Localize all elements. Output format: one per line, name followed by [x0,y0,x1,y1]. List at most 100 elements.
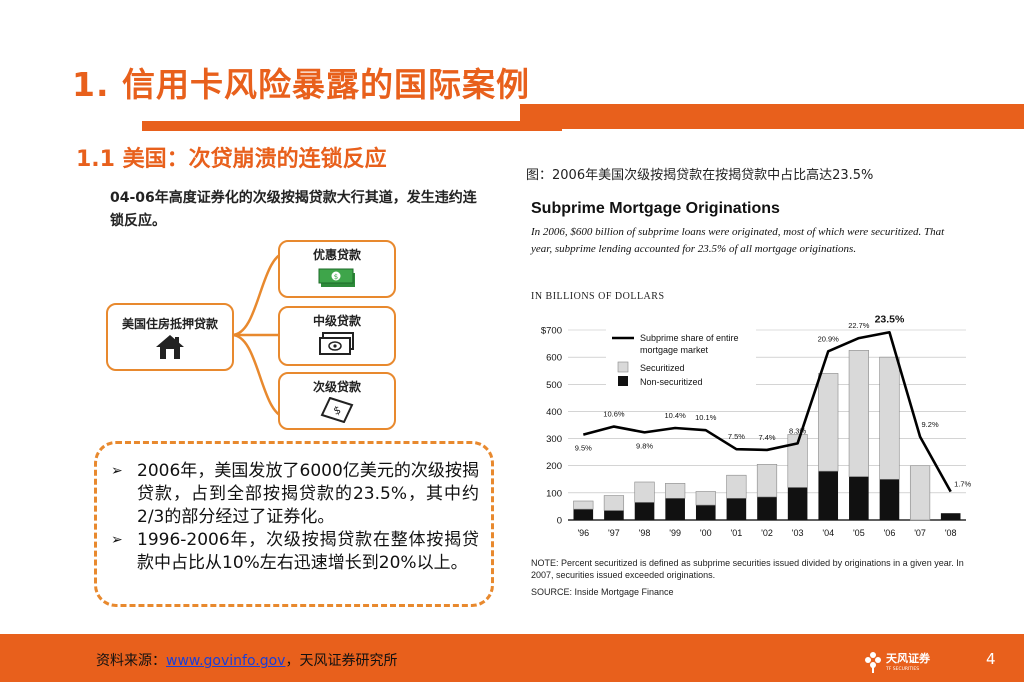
slide-title: 1. 信用卡风险暴露的国际案例 [72,65,530,104]
bar-non-securitized [573,509,594,520]
share-data-label: 23.5% [875,313,905,325]
node-root-label: 美国住房抵押贷款 [121,317,218,331]
bar-securitized [818,373,839,472]
chart-note: NOTE: Percent securitized is defined as … [531,558,964,580]
share-data-label: 9.8% [636,441,653,450]
arrow-bullet-icon: ➢ [111,532,123,548]
x-tick-label: '08 [945,528,957,538]
bar-non-securitized [634,502,655,520]
footer-bar [0,634,1024,682]
x-tick-label: '98 [639,528,651,538]
bar-securitized [665,483,686,499]
share-data-label: 7.4% [758,433,775,442]
y-tick-label: 600 [546,353,562,364]
x-tick-label: '06 [884,528,896,538]
lead-text: 04-06年高度证券化的次级按揭贷款大行其道，发生违约连锁反应。 [110,190,477,229]
logo-flower-icon [865,652,881,673]
title-underline [142,121,562,131]
legend-label-share: Subprime share of entire [640,333,739,343]
footer-source-prefix: 资料来源： [96,653,166,669]
x-tick-label: '07 [914,528,926,538]
footer-source-suffix: ，天风证券研究所 [285,653,398,669]
key-points-callout: ➢ 2006年，美国发放了6000亿美元的次级按揭贷款，占到全部按揭贷款的23.… [94,441,494,607]
section-heading: 1.1 美国：次贷崩溃的连锁反应 [76,147,387,172]
cash-stack-icon: $ [318,268,355,287]
y-tick-label: 300 [546,434,562,445]
bar-securitized [634,481,655,503]
x-tick-label: '00 [700,528,712,538]
x-tick-label: '05 [853,528,865,538]
bar-securitized [726,474,747,499]
node-subprime-loan: 次级贷款 $ [278,372,396,430]
chart-unit-label: IN BILLIONS OF DOLLARS [531,291,665,302]
share-data-label: 1.7% [954,480,971,489]
node-root-mortgage: 美国住房抵押贷款 [106,303,234,371]
bar-securitized [879,356,900,480]
x-tick-label: '01 [731,528,743,538]
node-prime-label: 优惠贷款 [312,248,361,262]
y-tick-label: 400 [546,407,562,418]
y-tick-label: 200 [546,461,562,472]
bar-securitized [848,350,869,477]
legend-swatch-non-securitized [618,376,628,386]
bar-securitized [756,464,778,498]
x-tick-label: '03 [792,528,804,538]
bar-securitized [787,434,808,488]
node-prime-loan: 优惠贷款 $ [278,240,396,298]
callout-item: ➢ 1996-2006年，次级按揭贷款在整体按揭贷款中占比从10%左右迅速增长到… [111,529,479,575]
tf-securities-logo: 天风证券 TF SECURITIES [865,651,931,673]
chart-title: Subprime Mortgage Originations [531,200,780,217]
bar-non-securitized [787,487,808,520]
chart-subtitle: In 2006, $600 billion of subprime loans … [531,226,945,255]
svg-text:$: $ [332,403,343,418]
bar-non-securitized [879,479,900,520]
arrow-bullet-icon: ➢ [111,463,123,479]
bill-icon: $ [320,397,354,423]
legend-label-share: mortgage market [640,345,709,355]
x-tick-label: '99 [669,528,681,538]
legend-label-securitized: Securitized [640,363,685,373]
logo-subtext: TF SECURITIES [885,666,919,672]
banknotes-icon [319,332,354,355]
logo-text: 天风证券 [886,651,931,665]
y-tick-label: 500 [546,380,562,391]
subprime-chart: $700 600 500 400 300 200 100 0 '96 '97 '98 '99 '00 '0… [541,313,972,538]
legend-label-non-securitized: Non-securitized [640,377,703,387]
share-data-label: 10.6% [603,410,625,419]
page-number: 4 [986,650,996,668]
callout-item: ➢ 2006年，美国发放了6000亿美元的次级按揭贷款，占到全部按揭贷款的23.… [111,460,479,529]
share-data-label: 20.9% [818,334,840,343]
chart-source: SOURCE: Inside Mortgage Finance [531,587,674,597]
node-alt-a-loan: 中级贷款 [278,306,396,366]
bar-non-securitized [818,471,839,520]
share-data-label: 8.3% [789,426,806,435]
bar-securitized [909,465,931,521]
source-link[interactable]: www.govinfo.gov [166,653,286,669]
share-data-label: 10.1% [695,413,717,422]
node-subprime-label: 次级贷款 [312,380,361,394]
x-tick-label: '02 [761,528,773,538]
bar-non-securitized [849,476,869,520]
callout-item-text: 1996-2006年，次级按揭贷款在整体按揭贷款中占比从10%左右迅速增长到20… [137,530,479,573]
share-data-label: 10.4% [665,411,687,420]
bar-non-securitized [604,510,624,520]
share-data-label: 22.7% [848,321,870,330]
node-alt-a-label: 中级贷款 [312,314,361,328]
share-data-label: 9.5% [575,444,592,453]
bar-non-securitized [665,498,685,520]
share-line [582,330,952,493]
bar-non-securitized [726,498,747,520]
y-tick-label: 100 [546,488,562,499]
footer-source: 资料来源：www.govinfo.gov，天风证券研究所 [96,650,397,670]
share-data-label: 9.2% [922,420,939,429]
bar-non-securitized [757,496,777,520]
chart-caption: 图：2006年美国次级按揭贷款在按揭贷款中占比高达23.5% [526,168,874,183]
y-tick-label: 0 [557,516,562,527]
title-accent-bar [520,104,1024,129]
share-data-label: 7.5% [728,432,745,441]
house-icon [156,335,184,359]
x-tick-label: '04 [822,528,834,538]
bar-non-securitized [940,513,961,520]
bar-securitized [573,500,594,510]
bar-securitized [695,491,716,506]
